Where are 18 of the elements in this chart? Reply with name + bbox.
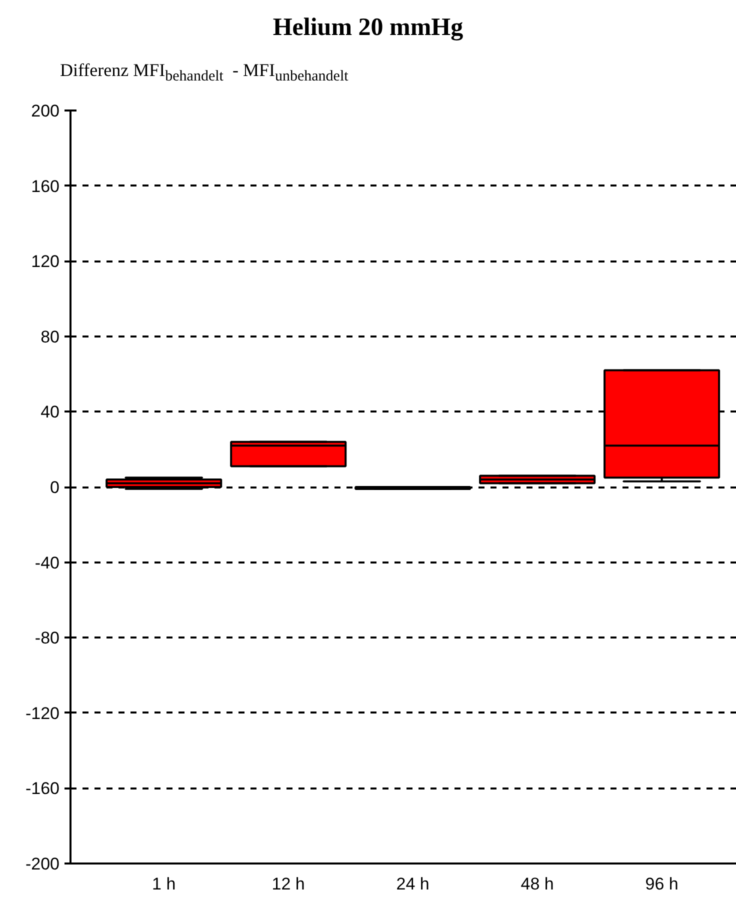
y-tick-label: 80	[40, 327, 60, 346]
y-tick-label: 200	[31, 102, 60, 120]
y-tick-label: -40	[34, 553, 60, 572]
y-tick-label: -160	[25, 779, 60, 798]
y-tick-label: 120	[31, 252, 60, 272]
y-tick-label: 40	[40, 402, 60, 422]
y-tick-label: -120	[25, 704, 60, 723]
x-tick-label: 12 h	[272, 874, 305, 894]
y-tick-label: -200	[25, 854, 60, 874]
y-tick-label: -80	[34, 628, 60, 648]
x-tick-label: 24 h	[396, 874, 430, 894]
x-tick-label: 48 h	[520, 874, 554, 894]
x-tick-label: 96 h	[645, 874, 678, 894]
chart-title: Helium 20 mmHg	[272, 13, 464, 43]
y-tick-label: 160	[31, 176, 60, 196]
y-tick-label: 0	[50, 478, 60, 497]
y-axis-title: Differenz MFI$_{behandelt}$ - MFI$_{unbehandelt}$	[60, 59, 348, 87]
x-tick-label: 1 h	[152, 874, 176, 894]
